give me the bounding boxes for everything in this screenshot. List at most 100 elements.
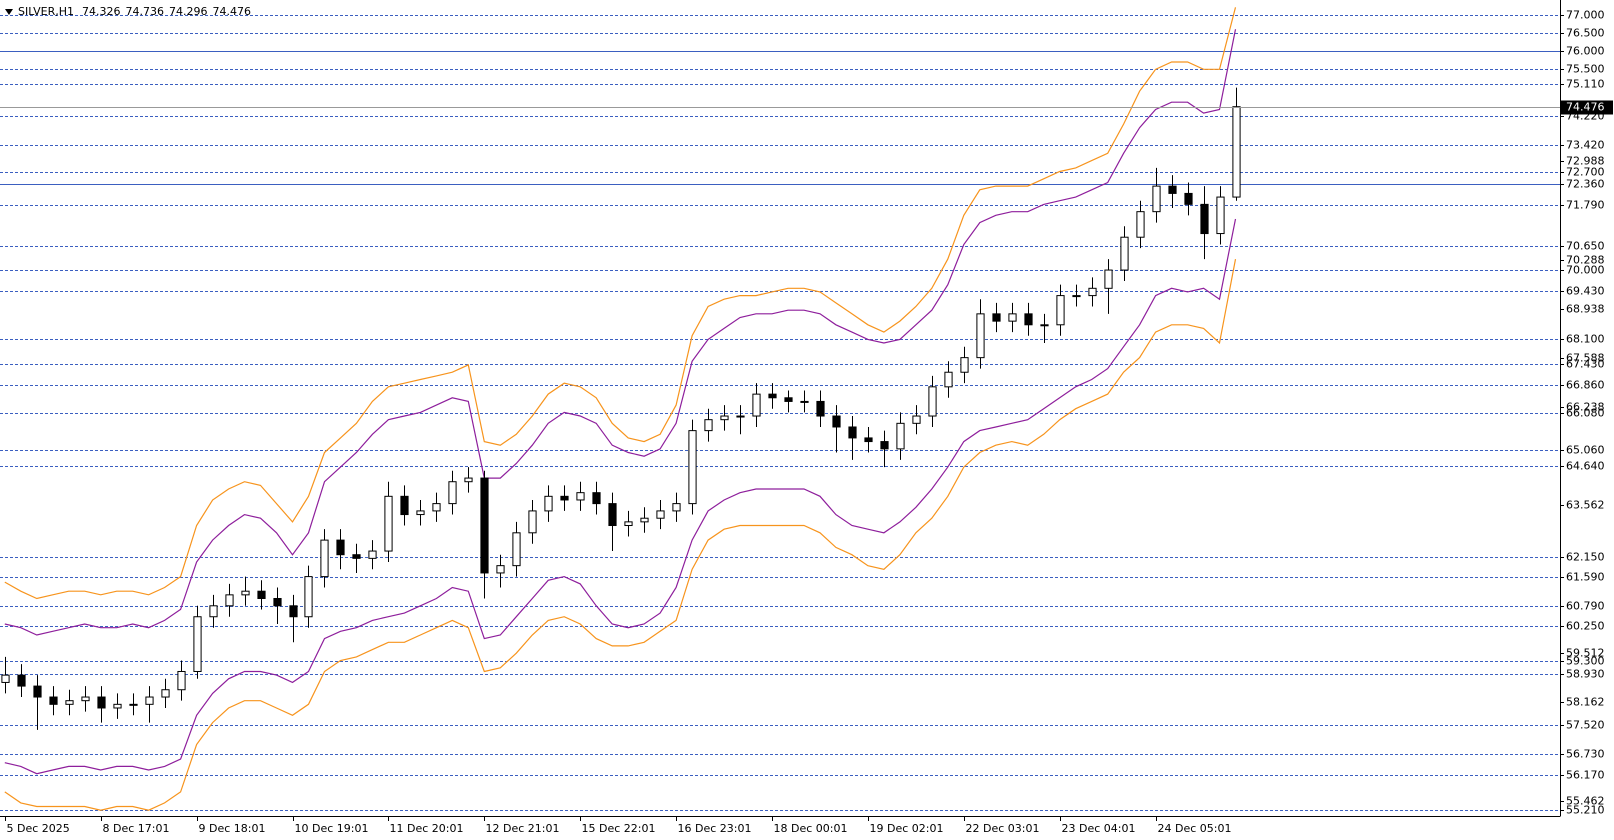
level-label: 60.790: [1566, 600, 1605, 613]
candle-body: [304, 576, 313, 618]
ohlc-value: 74.326: [82, 5, 121, 18]
candle-body: [161, 689, 170, 698]
level-label: 70.650: [1566, 240, 1605, 253]
level-label: 69.430: [1566, 285, 1605, 298]
candle-body: [225, 594, 234, 607]
level-label: 71.790: [1566, 199, 1605, 212]
level-label: 55.210: [1566, 804, 1605, 817]
band-line: [4, 258, 1237, 811]
candle-body: [1200, 203, 1209, 235]
candle-body: [672, 503, 681, 512]
level-label: 70.000: [1566, 264, 1605, 277]
candle-body: [1232, 106, 1241, 198]
candle-body: [432, 503, 441, 512]
candle-body: [1072, 295, 1081, 298]
candle-body: [864, 437, 873, 443]
candle-body: [17, 674, 26, 687]
level-label: 62.150: [1566, 551, 1605, 564]
candle-body: [1024, 313, 1033, 326]
y-tick-label: 66.238: [1566, 401, 1605, 414]
candle-body: [352, 554, 361, 559]
candle-body: [416, 510, 425, 516]
candle-body: [273, 597, 282, 607]
x-tick-label: 10 Dec 19:01: [295, 822, 369, 835]
candle-body: [368, 550, 377, 559]
menu-triangle[interactable]: [5, 9, 13, 15]
level-label: 64.640: [1566, 460, 1605, 473]
candle-body: [1120, 236, 1129, 271]
y-tick-label: 72.988: [1566, 155, 1605, 168]
candle-body: [896, 422, 905, 450]
y-tick-label: 68.938: [1566, 303, 1605, 316]
level-label: 75.110: [1566, 78, 1605, 91]
candle-body: [800, 400, 809, 403]
x-tick-label: 16 Dec 23:01: [678, 822, 752, 835]
x-tick-label: 5 Dec 2025: [7, 822, 70, 835]
x-tick-label: 11 Dec 20:01: [390, 822, 464, 835]
candle-body: [608, 503, 617, 527]
candle-body: [1056, 295, 1065, 326]
candle-body: [992, 313, 1001, 322]
candle-body: [49, 696, 58, 705]
band-line: [4, 29, 1237, 636]
candle-body: [448, 481, 457, 505]
candle-body: [624, 521, 633, 527]
candle-body: [145, 696, 154, 705]
candle-body: [241, 590, 250, 596]
candle-body: [912, 415, 921, 424]
x-tick-label: 23 Dec 04:01: [1062, 822, 1136, 835]
candle-body: [1040, 324, 1049, 327]
candle-body: [768, 393, 777, 399]
x-tick-label: 19 Dec 02:01: [870, 822, 944, 835]
last-price-box: [1561, 100, 1613, 115]
candle-body: [33, 685, 42, 698]
candle-body: [1152, 185, 1161, 213]
level-label: 76.500: [1566, 27, 1605, 40]
candle-body: [576, 492, 585, 501]
candle-body: [464, 477, 473, 483]
y-tick-label: 59.512: [1566, 647, 1605, 660]
candle-body: [193, 616, 202, 672]
candle-body: [976, 313, 985, 359]
level-label: 59.300: [1566, 655, 1605, 668]
band-line: [4, 7, 1237, 600]
candle-body: [400, 495, 409, 516]
x-tick-label: 22 Dec 03:01: [966, 822, 1040, 835]
level-label: 66.080: [1566, 407, 1605, 420]
y-tick-label: 55.462: [1566, 795, 1605, 808]
last-price-label: 74.476: [1566, 101, 1605, 114]
candle-body: [65, 700, 74, 705]
candle-body: [544, 495, 553, 512]
level-label: 60.250: [1566, 620, 1605, 633]
candle-body: [688, 430, 697, 505]
y-tick-label: 63.562: [1566, 499, 1605, 512]
level-label: 72.700: [1566, 166, 1605, 179]
candle-body: [480, 477, 489, 574]
x-tick-label: 24 Dec 05:01: [1158, 822, 1232, 835]
candle-body: [960, 357, 969, 373]
candle-body: [177, 670, 186, 691]
candle-body: [752, 393, 761, 417]
candle-body: [1168, 185, 1177, 194]
candle-body: [129, 703, 138, 706]
candle-body: [1008, 313, 1017, 322]
level-label: 56.170: [1566, 769, 1605, 782]
candle-body: [784, 397, 793, 402]
candle-body: [1104, 269, 1113, 289]
level-label: 76.000: [1566, 45, 1605, 58]
candle-body: [496, 565, 505, 574]
level-label: 68.100: [1566, 333, 1605, 346]
candle-body: [640, 517, 649, 523]
ohlc-value: 74.736: [126, 5, 165, 18]
candle-body: [704, 419, 713, 432]
candle-body: [209, 605, 218, 618]
plot-area: [0, 7, 1560, 811]
level-label: 58.930: [1566, 668, 1605, 681]
candle-body: [113, 703, 122, 709]
level-label: 75.500: [1566, 63, 1605, 76]
candle-body: [848, 426, 857, 439]
candle-body: [928, 386, 937, 417]
